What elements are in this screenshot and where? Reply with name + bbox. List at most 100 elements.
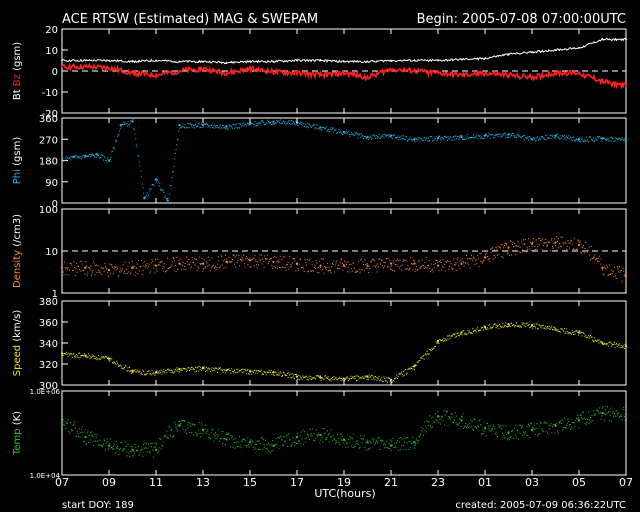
- scatter-dot: [365, 376, 367, 378]
- scatter-dot: [247, 368, 249, 370]
- scatter-dot: [467, 424, 469, 426]
- scatter-dot: [516, 245, 517, 247]
- scatter-dot: [512, 324, 514, 326]
- scatter-dot: [240, 446, 242, 448]
- scatter-dot: [543, 422, 545, 424]
- scatter-dot: [422, 428, 424, 429]
- scatter-dot: [336, 378, 338, 380]
- scatter-dot: [286, 122, 288, 124]
- scatter-dot: [383, 262, 385, 263]
- scatter-dot: [84, 273, 86, 275]
- scatter-dot: [498, 253, 500, 255]
- scatter-dot: [326, 267, 328, 269]
- scatter-dot: [87, 356, 89, 358]
- scatter-dot: [538, 243, 540, 245]
- scatter-dot: [537, 328, 539, 330]
- scatter-dot: [342, 377, 344, 379]
- scatter-dot: [604, 267, 606, 269]
- scatter-dot: [491, 134, 493, 136]
- scatter-dot: [69, 156, 71, 158]
- scatter-dot: [444, 136, 446, 138]
- scatter-dot: [613, 276, 615, 278]
- scatter-dot: [159, 183, 161, 185]
- scatter-dot: [197, 266, 199, 268]
- scatter-dot: [355, 443, 357, 445]
- scatter-dot: [547, 432, 548, 434]
- scatter-dot: [474, 330, 476, 332]
- scatter-dot: [537, 433, 539, 435]
- scatter-dot: [532, 326, 534, 327]
- scatter-dot: [515, 253, 517, 255]
- scatter-dot: [199, 369, 201, 371]
- scatter-dot: [272, 122, 274, 124]
- scatter-dot: [107, 276, 109, 278]
- scatter-dot: [72, 424, 74, 426]
- scatter-dot: [86, 274, 88, 276]
- scatter-dot: [444, 414, 446, 416]
- scatter-dot: [353, 262, 355, 264]
- scatter-dot: [243, 124, 245, 126]
- scatter-dot: [308, 439, 310, 440]
- scatter-dot: [494, 433, 496, 435]
- scatter-dot: [201, 127, 203, 128]
- scatter-dot: [89, 358, 91, 360]
- scatter-dot: [619, 271, 621, 273]
- scatter-dot: [305, 262, 307, 263]
- scatter-dot: [384, 133, 386, 135]
- scatter-dot: [96, 152, 98, 154]
- scatter-dot: [349, 271, 351, 273]
- scatter-dot: [582, 332, 584, 334]
- scatter-dot: [349, 377, 351, 379]
- scatter-dot: [494, 256, 496, 258]
- scatter-dot: [614, 275, 616, 277]
- scatter-dot: [164, 372, 166, 374]
- scatter-dot: [348, 130, 350, 132]
- scatter-dot: [597, 136, 599, 137]
- scatter-dot: [147, 195, 149, 197]
- scatter-dot: [110, 264, 112, 266]
- scatter-dot: [335, 376, 337, 378]
- scatter-dot: [457, 332, 459, 334]
- scatter-dot: [504, 325, 506, 327]
- scatter-dot: [291, 123, 293, 125]
- scatter-dot: [430, 427, 432, 429]
- scatter-dot: [461, 416, 463, 418]
- scatter-dot: [608, 274, 610, 276]
- data-point-phi: [460, 135, 463, 138]
- scatter-dot: [422, 139, 424, 141]
- scatter-dot: [121, 124, 123, 126]
- scatter-dot: [609, 264, 611, 266]
- scatter-dot: [207, 429, 209, 431]
- scatter-dot: [348, 378, 350, 380]
- scatter-dot: [359, 377, 361, 379]
- scatter-dot: [472, 327, 474, 329]
- scatter-dot: [320, 375, 321, 377]
- scatter-dot: [317, 375, 319, 377]
- scatter-dot: [117, 133, 119, 135]
- scatter-dot: [418, 260, 419, 262]
- scatter-dot: [361, 135, 363, 137]
- scatter-dot: [390, 137, 392, 139]
- scatter-dot: [322, 268, 324, 270]
- scatter-dot: [351, 133, 353, 135]
- scatter-dot: [602, 407, 603, 409]
- scatter-dot: [542, 238, 544, 240]
- scatter-dot: [146, 447, 148, 449]
- scatter-dot: [423, 140, 424, 142]
- scatter-dot: [217, 256, 219, 258]
- scatter-dot: [316, 128, 318, 130]
- scatter-dot: [513, 246, 515, 248]
- scatter-dot: [405, 259, 407, 261]
- scatter-dot: [74, 274, 76, 276]
- scatter-dot: [484, 421, 486, 423]
- scatter-dot: [558, 421, 560, 423]
- scatter-dot: [239, 435, 240, 437]
- scatter-dot: [318, 127, 320, 129]
- scatter-dot: [351, 437, 353, 439]
- scatter-dot: [430, 271, 431, 273]
- scatter-dot: [94, 356, 96, 358]
- scatter-dot: [246, 369, 248, 371]
- scatter-dot: [322, 441, 324, 443]
- scatter-dot: [212, 367, 214, 369]
- scatter-dot: [114, 443, 116, 445]
